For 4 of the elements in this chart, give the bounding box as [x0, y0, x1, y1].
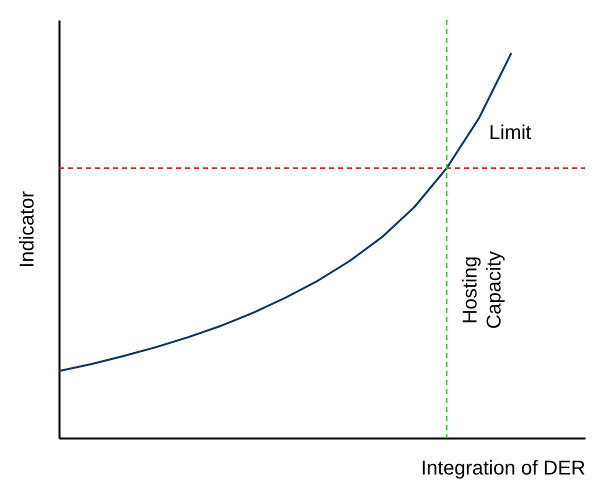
- annotation: Hosting Capacity: [460, 251, 506, 329]
- y-axis-title: Indicator: [16, 190, 38, 268]
- ref-line-label: Limit: [489, 122, 532, 144]
- x-axis-title: Integration of DER: [420, 458, 586, 480]
